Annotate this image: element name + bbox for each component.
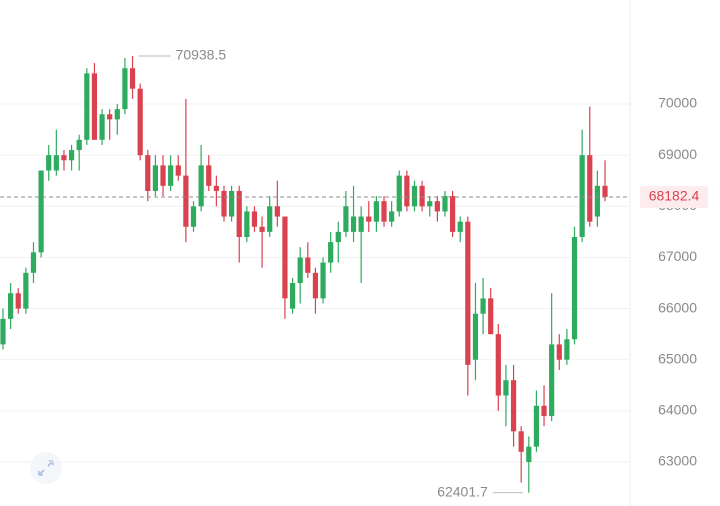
candle-body: [213, 185, 219, 191]
candle-body: [229, 190, 235, 217]
candle-body: [160, 165, 166, 186]
candle-body: [510, 380, 517, 432]
candle-body: [129, 68, 136, 89]
candle-body: [183, 175, 189, 227]
last-price-label: 68182.4: [649, 188, 700, 204]
candle-body: [206, 165, 212, 186]
candle-body: [168, 165, 174, 186]
candle-body: [46, 155, 52, 171]
candle-body: [335, 231, 341, 243]
candle-body: [267, 206, 273, 232]
candle-body: [0, 318, 6, 345]
candle-body: [587, 155, 593, 222]
candle-body: [61, 155, 67, 161]
y-tick-label: 69000: [658, 146, 697, 162]
candle-body: [358, 216, 364, 232]
candle-body: [198, 165, 204, 207]
candle-body: [15, 293, 21, 309]
candle-body: [312, 272, 319, 299]
candle-body: [472, 313, 479, 360]
candle-body: [122, 68, 128, 110]
candle-body: [541, 405, 547, 416]
candle-body: [366, 216, 372, 222]
candle-body: [533, 405, 540, 447]
candle-body: [350, 216, 357, 232]
candle-body: [343, 206, 349, 232]
candle-body: [328, 242, 334, 263]
candle-body: [137, 88, 143, 156]
candle-body: [30, 252, 37, 273]
candle-body: [602, 185, 608, 197]
y-tick-label: 67000: [658, 248, 697, 264]
candle-body: [114, 109, 120, 120]
candle-body: [434, 201, 440, 212]
candle-body: [68, 150, 75, 161]
candle-body: [251, 211, 258, 227]
candle-body: [396, 175, 402, 212]
candle-body: [221, 190, 227, 217]
candle-body: [411, 185, 418, 207]
max-label: 70938.5: [176, 47, 227, 63]
candle-body: [91, 73, 98, 140]
candle-body: [465, 221, 471, 365]
candle-body: [152, 165, 159, 191]
candle-body: [594, 185, 600, 217]
candle-body: [564, 339, 570, 360]
candle-body: [320, 262, 326, 299]
candle-body: [427, 201, 433, 207]
candle-body: [488, 298, 494, 335]
y-tick-label: 64000: [658, 402, 697, 418]
candle-body: [99, 114, 105, 140]
candle-body: [373, 201, 379, 222]
candle-body: [419, 185, 425, 207]
candle-body: [518, 431, 524, 452]
candle-body: [556, 344, 562, 360]
candle-body: [236, 190, 242, 237]
candle-body: [480, 298, 486, 314]
candle-body: [76, 139, 82, 151]
candle-body: [579, 155, 585, 237]
candle-body: [23, 272, 29, 309]
candle-body: [503, 380, 509, 396]
candle-body: [282, 216, 288, 299]
candle-body: [107, 114, 113, 120]
candle-body: [305, 257, 311, 273]
y-tick-label: 70000: [658, 95, 697, 111]
candle-body: [145, 155, 151, 191]
candle-body: [457, 221, 463, 232]
candle-body: [442, 196, 448, 212]
candle-body: [571, 236, 578, 340]
candle-body: [526, 446, 532, 463]
min-label: 62401.7: [437, 483, 488, 499]
candle-body: [297, 257, 303, 284]
last-price-box: [640, 185, 708, 208]
candle-body: [289, 283, 296, 309]
candle-body: [404, 175, 410, 207]
candle-body: [274, 206, 280, 217]
expand-button[interactable]: [30, 452, 62, 484]
y-tick-label: 63000: [658, 453, 697, 469]
y-tick-label: 66000: [658, 299, 697, 315]
candle-body: [53, 155, 59, 171]
candle-body: [495, 334, 501, 396]
candle-body: [38, 170, 44, 253]
candle-body: [449, 196, 456, 232]
y-tick-label: 65000: [658, 350, 697, 366]
candle-body: [244, 211, 250, 237]
candle-body: [389, 211, 395, 222]
candle-body: [8, 293, 14, 319]
candle-body: [190, 206, 197, 227]
candle-body: [381, 201, 387, 222]
candle-body: [84, 73, 90, 140]
candle-body: [175, 165, 181, 176]
candle-body: [549, 344, 555, 416]
candle-body: [259, 226, 265, 232]
